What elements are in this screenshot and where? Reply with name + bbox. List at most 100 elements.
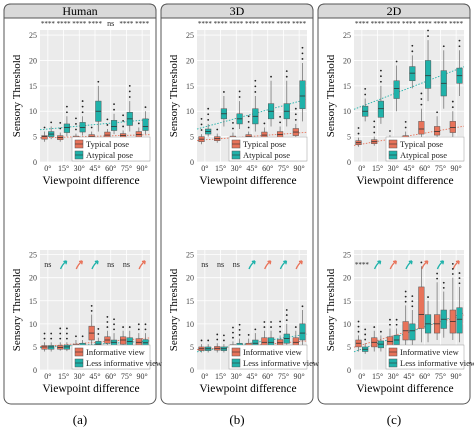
x-tick-label: 90° xyxy=(294,164,305,173)
outlier-point xyxy=(357,127,360,129)
box xyxy=(418,286,425,329)
x-tick-label: 90° xyxy=(137,164,148,173)
outlier-point xyxy=(451,262,454,265)
outlier-point xyxy=(373,120,376,123)
legend-label: Less informative view xyxy=(243,358,320,368)
outlier-point xyxy=(380,75,382,78)
y-tick-label: 25 xyxy=(343,31,351,40)
y-tick-label: 10 xyxy=(343,107,351,116)
outlier-point xyxy=(404,126,407,129)
significance-label: **** xyxy=(402,20,417,28)
y-tick-label: 25 xyxy=(29,31,37,40)
outlier-point xyxy=(50,337,53,340)
x-tick-label: 90° xyxy=(294,372,305,381)
column-header xyxy=(160,3,314,19)
box xyxy=(377,100,384,118)
y-tick-label: 20 xyxy=(186,274,194,283)
outlier-point xyxy=(247,126,250,129)
x-tick-label: 30° xyxy=(74,372,85,381)
box xyxy=(63,123,70,133)
outlier-point xyxy=(137,323,140,326)
outlier-point xyxy=(50,121,53,124)
outlier-point xyxy=(404,295,407,298)
significance-label: **** xyxy=(371,20,386,28)
outlier-point xyxy=(128,326,131,328)
x-axis-label: Viewpoint difference xyxy=(356,175,453,187)
outlier-point xyxy=(442,286,445,289)
outlier-point xyxy=(137,328,140,331)
x-tick-label: 15° xyxy=(372,164,383,173)
outlier-point xyxy=(436,111,438,114)
outlier-point xyxy=(294,326,297,328)
outlier-point xyxy=(458,282,461,285)
box xyxy=(393,80,400,99)
significance-label: ns xyxy=(217,260,224,269)
x-axis-label: Viewpoint difference xyxy=(42,383,139,395)
outlier-point xyxy=(113,328,115,331)
outlier-point xyxy=(90,126,93,129)
box xyxy=(110,120,118,131)
box xyxy=(48,345,55,350)
outlier-point xyxy=(223,91,225,93)
column-title: 3D xyxy=(230,4,245,18)
trend-arrow-head-icon xyxy=(408,260,413,265)
outlier-point xyxy=(216,128,219,131)
outlier-point xyxy=(442,281,445,284)
outlier-point xyxy=(285,314,288,316)
x-tick-label: 0° xyxy=(201,372,208,381)
outlier-point xyxy=(66,337,68,340)
trend-arrow-head-icon xyxy=(283,260,288,265)
legend-box xyxy=(71,136,151,162)
y-tick-label: 0 xyxy=(347,158,351,167)
outlier-point xyxy=(373,326,376,328)
outlier-point xyxy=(357,132,360,135)
significance-label: **** xyxy=(135,20,150,28)
outlier-point xyxy=(247,120,250,123)
x-tick-label: 75° xyxy=(435,164,446,173)
box xyxy=(409,323,416,341)
outlier-point xyxy=(458,272,461,274)
column-title: Human xyxy=(62,4,97,18)
x-tick-label: 0° xyxy=(201,164,208,173)
outlier-point xyxy=(442,45,445,48)
outlier-point xyxy=(207,113,210,116)
outlier-point xyxy=(301,58,304,60)
outlier-point xyxy=(301,52,304,55)
trend-arrow-head-icon xyxy=(267,260,272,265)
significance-label: **** xyxy=(449,20,464,28)
box xyxy=(456,307,463,334)
x-axis-label: Viewpoint difference xyxy=(199,175,296,187)
legend-label: Atypical pose xyxy=(86,150,133,160)
x-tick-label: 30° xyxy=(74,164,85,173)
outlier-point xyxy=(200,339,203,342)
x-axis-label: Viewpoint difference xyxy=(199,383,296,395)
outlier-point xyxy=(279,320,281,323)
y-tick-label: 20 xyxy=(29,274,37,283)
outlier-point xyxy=(285,70,288,73)
y-tick-label: 0 xyxy=(33,366,37,375)
y-axis-label: Sensory Threshold xyxy=(168,54,180,137)
outlier-point xyxy=(404,290,407,293)
y-tick-label: 0 xyxy=(190,158,194,167)
x-tick-label: 15° xyxy=(372,372,383,381)
legend-label: Typical pose xyxy=(400,139,443,149)
outlier-point xyxy=(128,90,131,93)
outlier-point xyxy=(357,325,360,328)
y-tick-label: 15 xyxy=(343,82,351,91)
outlier-point xyxy=(380,80,382,83)
significance-label: **** xyxy=(245,20,260,28)
outlier-point xyxy=(128,84,131,87)
significance-label: **** xyxy=(355,261,370,269)
x-tick-label: 15° xyxy=(58,372,69,381)
trend-arrow-head-icon xyxy=(298,260,303,265)
outlier-point xyxy=(420,92,423,95)
y-tick-label: 20 xyxy=(343,56,351,65)
trend-arrow-head-icon xyxy=(251,260,256,265)
outlier-point xyxy=(75,335,77,338)
x-tick-label: 30° xyxy=(231,164,242,173)
legend-label: Typical pose xyxy=(86,139,129,149)
